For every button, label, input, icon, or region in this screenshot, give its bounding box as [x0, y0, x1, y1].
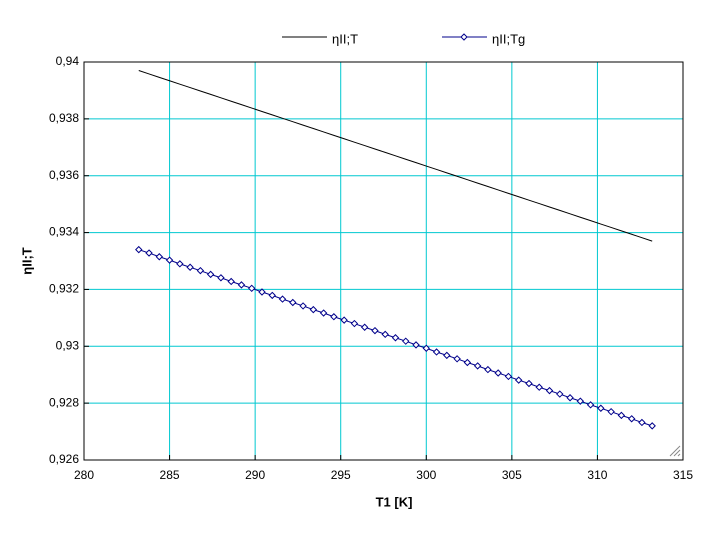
- marker: [586, 401, 595, 409]
- marker: [319, 309, 328, 317]
- marker: [473, 362, 482, 370]
- marker: [248, 284, 256, 292]
- x-tick-label: 300: [416, 468, 436, 482]
- marker: [217, 274, 225, 282]
- y-tick-label: 0,932: [49, 282, 79, 296]
- marker: [514, 376, 523, 384]
- marker: [463, 358, 472, 367]
- marker: [617, 411, 626, 420]
- plot-frame: [83, 61, 684, 461]
- marker: [135, 245, 143, 254]
- marker: [381, 330, 389, 339]
- marker: [196, 266, 205, 275]
- marker: [627, 415, 636, 423]
- marker: [576, 397, 585, 405]
- marker: [340, 316, 348, 324]
- marker: [155, 253, 164, 261]
- marker: [145, 249, 153, 257]
- marker: [638, 418, 646, 427]
- marker: [330, 313, 338, 321]
- x-tick-label: 305: [502, 468, 522, 482]
- marker: [165, 256, 174, 264]
- y-tick-label: 0,93: [56, 338, 80, 352]
- marker: [484, 365, 492, 374]
- marker: [360, 323, 369, 331]
- x-tick-label: 285: [160, 468, 180, 482]
- marker: [350, 319, 359, 328]
- legend-label: ηII;T: [332, 31, 358, 46]
- x-tick-label: 280: [74, 468, 94, 482]
- y-tick-label: 0,926: [49, 452, 79, 466]
- legend-marker: [460, 33, 468, 41]
- y-tick-label: 0,928: [49, 395, 79, 409]
- x-axis-label: T1 [K]: [376, 494, 413, 509]
- x-tick-label: 295: [331, 468, 351, 482]
- marker: [258, 288, 266, 296]
- marker: [176, 260, 184, 268]
- series-line: [138, 70, 653, 242]
- marker: [402, 337, 410, 345]
- y-tick-label: 0,94: [56, 54, 80, 68]
- marker: [566, 394, 574, 402]
- y-tick-label: 0,936: [49, 168, 79, 182]
- marker: [278, 295, 287, 303]
- marker: [607, 407, 615, 416]
- marker: [412, 341, 420, 349]
- marker: [443, 351, 451, 360]
- marker: [494, 369, 502, 377]
- resize-grip: [669, 445, 681, 457]
- marker: [289, 298, 297, 307]
- marker: [525, 379, 533, 388]
- x-tick-label: 315: [673, 468, 693, 482]
- marker: [227, 277, 235, 286]
- marker: [432, 348, 441, 356]
- marker: [535, 383, 543, 391]
- marker: [422, 344, 430, 352]
- legend-label: ηII;Tg: [492, 31, 525, 46]
- x-tick-label: 310: [587, 468, 607, 482]
- y-tick-label: 0,938: [49, 111, 79, 125]
- marker: [237, 281, 246, 289]
- marker: [186, 263, 194, 271]
- marker: [597, 404, 605, 412]
- marker: [268, 291, 276, 300]
- marker: [556, 390, 564, 398]
- y-tick-label: 0,934: [49, 225, 79, 239]
- x-tick-label: 290: [245, 468, 265, 482]
- marker: [453, 355, 461, 363]
- marker: [648, 422, 656, 430]
- y-axis-label: ηII;T: [19, 247, 34, 274]
- marker: [504, 372, 513, 381]
- marker: [206, 270, 215, 279]
- marker: [391, 334, 400, 342]
- marker: [371, 326, 379, 335]
- marker: [299, 302, 307, 310]
- marker: [545, 386, 554, 395]
- marker: [309, 305, 318, 314]
